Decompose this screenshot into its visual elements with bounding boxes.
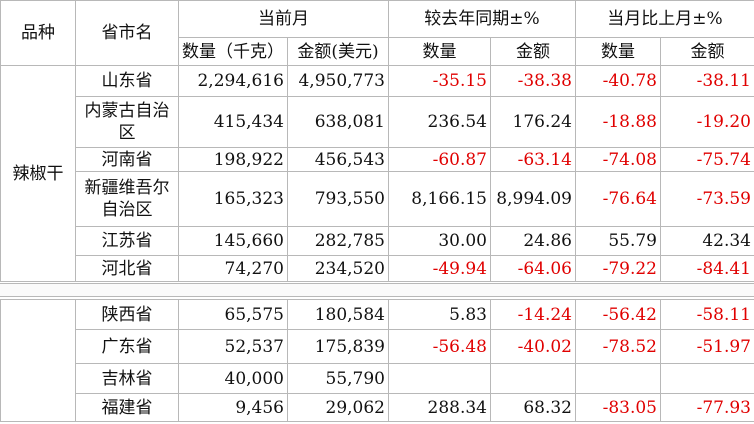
- page-break: [0, 283, 754, 297]
- header-cell: 数量: [388, 37, 491, 66]
- value-cell: 55,790: [287, 363, 389, 394]
- value-cell: 638,081: [287, 96, 389, 148]
- value-cell: 8,166.15: [388, 171, 491, 227]
- value-cell: -78.52: [575, 329, 661, 364]
- value-cell: 198,922: [178, 147, 288, 172]
- header-cell: 当前月: [178, 0, 389, 38]
- province-cell: 内蒙古自治区: [75, 96, 179, 148]
- value-cell: 29,062: [287, 393, 389, 422]
- value-cell: -63.14: [490, 147, 576, 172]
- table-row: 河北省 74,270 234,520 -49.94 -64.06 -79.22 -84.41: [1, 255, 754, 282]
- table-row: 新疆维吾尔自治区 165,323 793,550 8,166.15 8,994.09 -7…: [1, 171, 754, 227]
- table-row: 吉林省 40,000 55,790: [1, 363, 754, 394]
- value-cell: [660, 363, 754, 394]
- header-cell: 数量（千克）: [178, 37, 288, 66]
- value-cell: -84.41: [660, 255, 754, 282]
- value-cell: -60.87: [388, 147, 491, 172]
- header-cell: 金额(美元): [287, 37, 389, 66]
- value-cell: 52,537: [178, 329, 288, 364]
- header-cell: 金额: [660, 37, 754, 66]
- value-cell: 288.34: [388, 393, 491, 422]
- value-cell: -40.78: [575, 65, 661, 97]
- value-cell: 74,270: [178, 255, 288, 282]
- value-cell: 40,000: [178, 363, 288, 394]
- value-cell: -64.06: [490, 255, 576, 282]
- province-cell: 山东省: [75, 65, 179, 97]
- value-cell: 175,839: [287, 329, 389, 364]
- table-row: 福建省 9,456 29,062 288.34 68.32 -83.05 -77.93: [1, 393, 754, 422]
- table-row: 广东省 52,537 175,839 -56.48 -40.02 -78.52 -51.97: [1, 329, 754, 364]
- value-cell: 415,434: [178, 96, 288, 148]
- table-row: 数量（千克） 金额(美元) 数量 金额 数量 金额: [1, 37, 754, 66]
- value-cell: -35.15: [388, 65, 491, 97]
- variety-cell: 辣椒干: [0, 65, 76, 282]
- value-cell: 236.54: [388, 96, 491, 148]
- province-cell: 江苏省: [75, 226, 179, 256]
- header-cell: 较去年同期±%: [388, 0, 576, 38]
- value-cell: -73.59: [660, 171, 754, 227]
- value-cell: 145,660: [178, 226, 288, 256]
- value-cell: -75.74: [660, 147, 754, 172]
- value-cell: -79.22: [575, 255, 661, 282]
- value-cell: 165,323: [178, 171, 288, 227]
- value-cell: 180,584: [287, 299, 389, 330]
- province-cell: 广东省: [75, 329, 179, 364]
- table-row: 内蒙古自治区 415,434 638,081 236.54 176.24 -18.88 -1…: [1, 96, 754, 148]
- header-cell: 省市名: [75, 0, 179, 66]
- value-cell: 5.83: [388, 299, 491, 330]
- header-cell: 数量: [575, 37, 661, 66]
- value-cell: 793,550: [287, 171, 389, 227]
- province-cell: 河北省: [75, 255, 179, 282]
- table-row: 陕西省 65,575 180,584 5.83 -14.24 -56.42 -58.11: [0, 299, 754, 422]
- province-cell: 吉林省: [75, 363, 179, 394]
- value-cell: -40.02: [490, 329, 576, 364]
- value-cell: -77.93: [660, 393, 754, 422]
- value-cell: -56.48: [388, 329, 491, 364]
- table-row: 品种 省市名 当前月 较去年同期±% 当月比上月±%: [0, 0, 754, 66]
- value-cell: 2,294,616: [178, 65, 288, 97]
- table-top: 品种 省市名 当前月 较去年同期±% 当月比上月±% 数量（千克） 金额(美元) 数量 金额 数量…: [0, 0, 754, 282]
- value-cell: -74.08: [575, 147, 661, 172]
- header-cell: 品种: [0, 0, 76, 66]
- table-row: 河南省 198,922 456,543 -60.87 -63.14 -74.08 -75.7…: [1, 147, 754, 172]
- value-cell: 456,543: [287, 147, 389, 172]
- value-cell: [575, 363, 661, 394]
- table-row: 江苏省 145,660 282,785 30.00 24.86 55.79 42.34: [1, 226, 754, 256]
- value-cell: -58.11: [660, 299, 754, 330]
- variety-cell: [0, 299, 76, 422]
- value-cell: -56.42: [575, 299, 661, 330]
- value-cell: 176.24: [490, 96, 576, 148]
- province-cell: 陕西省: [75, 299, 179, 330]
- value-cell: 282,785: [287, 226, 389, 256]
- value-cell: -18.88: [575, 96, 661, 148]
- value-cell: -51.97: [660, 329, 754, 364]
- value-cell: -38.11: [660, 65, 754, 97]
- value-cell: 234,520: [287, 255, 389, 282]
- value-cell: -49.94: [388, 255, 491, 282]
- province-cell: 河南省: [75, 147, 179, 172]
- value-cell: [388, 363, 491, 394]
- value-cell: 9,456: [178, 393, 288, 422]
- province-cell: 新疆维吾尔自治区: [75, 171, 179, 227]
- value-cell: 8,994.09: [490, 171, 576, 227]
- value-cell: 68.32: [490, 393, 576, 422]
- table-bottom: 陕西省 65,575 180,584 5.83 -14.24 -56.42 -58.11 广东…: [0, 299, 754, 422]
- value-cell: -38.38: [490, 65, 576, 97]
- value-cell: 4,950,773: [287, 65, 389, 97]
- value-cell: 30.00: [388, 226, 491, 256]
- header-cell: 金额: [490, 37, 576, 66]
- value-cell: -14.24: [490, 299, 576, 330]
- province-cell: 福建省: [75, 393, 179, 422]
- value-cell: -83.05: [575, 393, 661, 422]
- value-cell: -76.64: [575, 171, 661, 227]
- value-cell: [490, 363, 576, 394]
- value-cell: 42.34: [660, 226, 754, 256]
- table-row: 辣椒干 山东省 2,294,616 4,950,773 -35.15 -38.38 -40.…: [0, 65, 754, 282]
- value-cell: -19.20: [660, 96, 754, 148]
- value-cell: 65,575: [178, 299, 288, 330]
- value-cell: 24.86: [490, 226, 576, 256]
- header-cell: 当月比上月±%: [575, 0, 754, 38]
- value-cell: 55.79: [575, 226, 661, 256]
